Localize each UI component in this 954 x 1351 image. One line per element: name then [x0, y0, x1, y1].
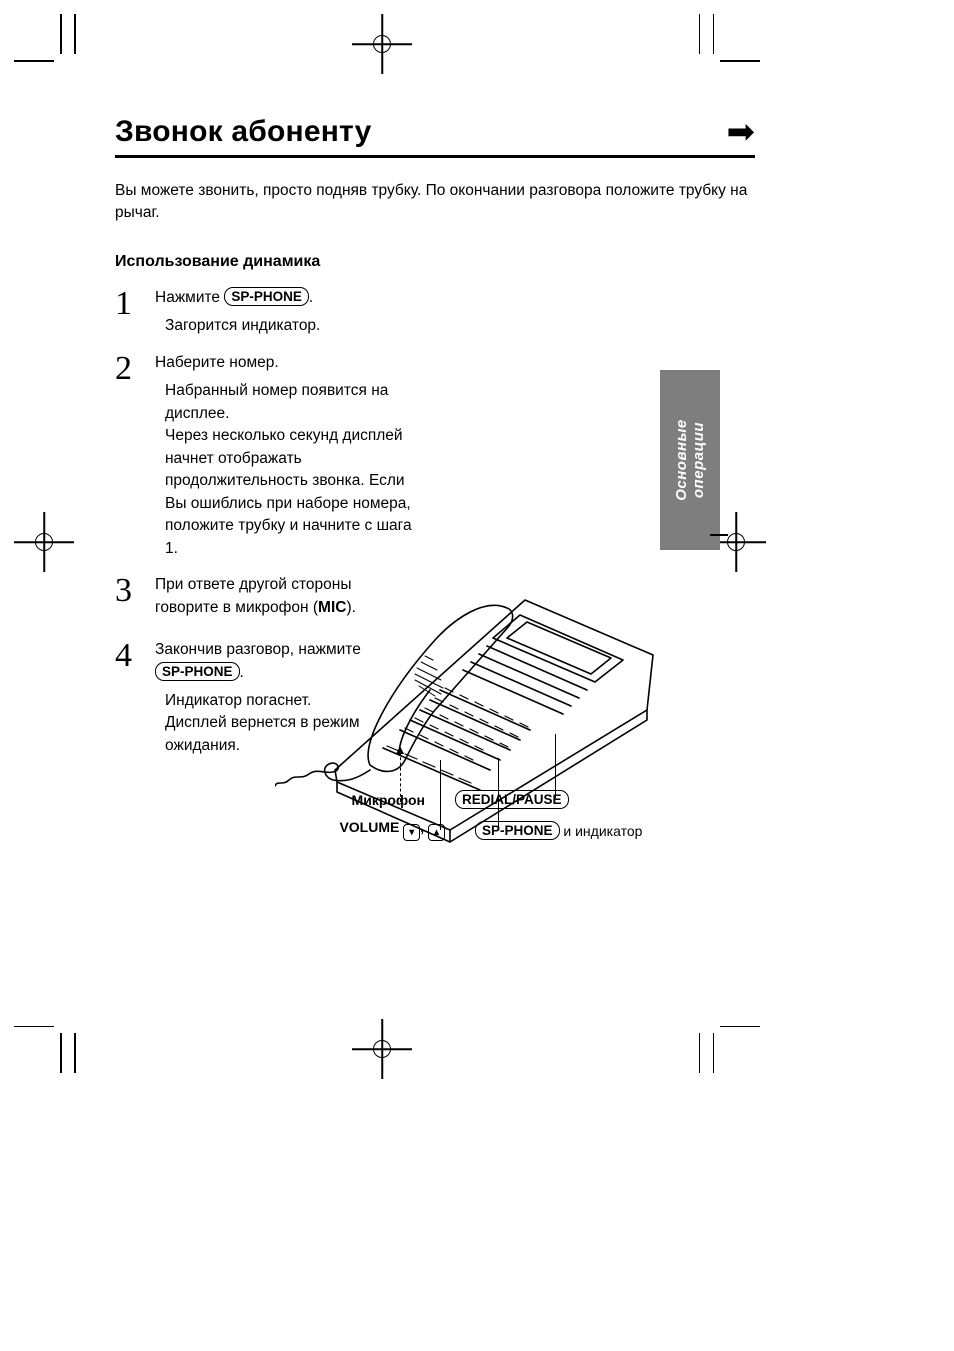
section-subhead: Использование динамика — [115, 253, 755, 271]
manual-page: Основныеоперации Звонок абоненту ➡ Вы мо… — [0, 0, 954, 1351]
crop-mark — [60, 1033, 62, 1073]
step-1: 1 Нажмите SP-PHONE. Загорится индикатор. — [115, 287, 755, 338]
step-number: 2 — [115, 352, 141, 560]
crop-mark — [699, 14, 701, 54]
crop-mark — [14, 1026, 54, 1028]
step-number: 4 — [115, 639, 141, 757]
crop-mark — [720, 60, 760, 62]
step-text: Наберите номер. — [155, 352, 425, 374]
next-page-arrow-icon: ➡ — [727, 115, 756, 149]
sp-phone-button-label: SP-PHONE — [475, 821, 560, 840]
step-text: . — [309, 289, 313, 306]
title-row: Звонок абоненту ➡ — [115, 115, 755, 158]
crop-mark — [74, 14, 76, 54]
step-body: Наберите номер. Набранный номер появится… — [155, 352, 425, 560]
crop-mark — [14, 60, 54, 62]
crop-mark — [713, 1033, 715, 1073]
crop-mark — [699, 1033, 701, 1073]
step-2: 2 Наберите номер. Набранный номер появит… — [115, 352, 755, 560]
volume-label: VOLUME — [339, 819, 399, 835]
crop-mark — [713, 14, 715, 54]
mic-label: Микрофон — [275, 792, 425, 808]
crop-mark — [720, 1026, 760, 1028]
sp-phone-button-label: SP-PHONE — [155, 662, 240, 681]
callout-labels: Микрофон REDIAL/PAUSE VOLUME ▾, ▴ SP-PHO… — [275, 790, 695, 851]
volume-up-icon: ▴ — [428, 824, 445, 841]
step-detail: Набранный номер появится на дисплее. Чер… — [165, 380, 425, 560]
page-title: Звонок абоненту — [115, 115, 372, 149]
leader-line — [555, 734, 556, 798]
indicator-suffix: и индикатор — [560, 823, 643, 839]
step-detail: Загорится индикатор. — [165, 315, 320, 337]
registration-mark — [370, 32, 394, 56]
arrow-up-icon — [396, 746, 404, 754]
redial-pause-button-label: REDIAL/PAUSE — [455, 790, 569, 809]
step-text: Нажмите — [155, 289, 224, 306]
intro-text: Вы можете звонить, просто подняв трубку.… — [115, 180, 755, 225]
crop-mark — [60, 14, 62, 54]
sp-phone-button-label: SP-PHONE — [224, 287, 309, 306]
registration-mark — [370, 1037, 394, 1061]
crop-mark — [74, 1033, 76, 1073]
step-number: 1 — [115, 287, 141, 338]
step-body: Нажмите SP-PHONE. Загорится индикатор. — [155, 287, 320, 338]
step-text: . — [240, 664, 244, 681]
volume-down-icon: ▾ — [403, 824, 420, 841]
registration-mark — [32, 530, 56, 554]
step-number: 3 — [115, 574, 141, 625]
